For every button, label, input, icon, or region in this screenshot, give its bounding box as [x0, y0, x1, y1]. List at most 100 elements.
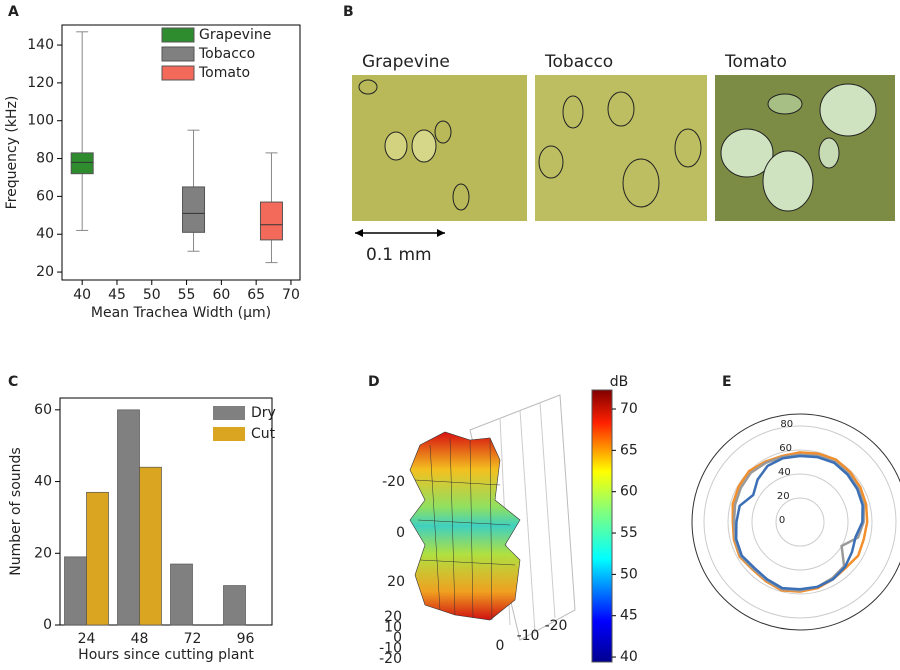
x-tick-label: 40: [73, 287, 91, 303]
trachea: [767, 93, 803, 115]
grid-circle: [703, 425, 897, 619]
axes-frame: [59, 397, 273, 626]
trachea: [818, 137, 840, 169]
colorbar-tick-label: 70: [620, 401, 638, 417]
legend-label: Tobacco: [198, 46, 255, 62]
r-tick-label: 60: [779, 443, 792, 454]
image-label: Grapevine: [362, 52, 450, 72]
micrographs: [352, 75, 895, 237]
colorbar-label: dB: [610, 374, 629, 390]
y-tick-label: 20: [34, 545, 52, 561]
x-tick-label: 10: [384, 620, 402, 636]
box: [70, 152, 94, 175]
legend-swatch: [161, 65, 195, 81]
y-tick-label: 100: [27, 113, 54, 129]
legend-label: Cut: [251, 426, 276, 442]
r-tick-label: 0: [779, 515, 785, 526]
x-tick-label: 0: [393, 630, 402, 646]
x-tick-label: 70: [282, 287, 300, 303]
x-tick-label: 48: [131, 631, 149, 647]
trachea: [762, 150, 814, 212]
r-tick-label: 40: [778, 467, 791, 478]
colorbar-tick-label: 60: [620, 484, 638, 500]
bar: [223, 585, 246, 626]
y-tick-label: 0: [43, 617, 52, 633]
x-tick-label: 50: [143, 287, 161, 303]
bar: [64, 556, 87, 626]
box: [259, 201, 283, 241]
y-tick-label: -20: [545, 618, 568, 634]
panel-label: A: [8, 4, 19, 20]
y-tick-label: 40: [34, 474, 52, 490]
r-tick-label: 20: [777, 491, 790, 502]
trachea: [720, 128, 774, 178]
surface: [409, 431, 521, 621]
legend-label: Grapevine: [199, 27, 271, 43]
surface-plot: [409, 394, 576, 641]
legend-label: Tomato: [198, 65, 250, 81]
polar-line: [734, 454, 864, 591]
y-tick-label: 60: [34, 402, 52, 418]
y-tick-label: 80: [36, 151, 54, 167]
box: [182, 186, 206, 233]
trachea: [384, 131, 408, 161]
y-tick-label: 120: [27, 75, 54, 91]
colorbar-tick-label: 50: [620, 566, 638, 582]
trachea: [819, 83, 877, 137]
x-tick-label: -10: [379, 641, 402, 657]
image-label: Tomato: [724, 52, 787, 72]
y-tick-label: 60: [36, 188, 54, 204]
grid-circle: [751, 473, 849, 571]
x-tick-label: 72: [184, 631, 202, 647]
bar: [170, 563, 193, 626]
x-tick-label: 20: [384, 609, 402, 625]
grid-circle: [775, 497, 825, 547]
x-tick-label: 45: [108, 287, 126, 303]
x-tick-label: 55: [178, 287, 196, 303]
trachea: [434, 120, 452, 144]
y-tick-label: -10: [517, 628, 540, 644]
bar: [86, 491, 109, 626]
colorbar-tick-label: 65: [620, 442, 638, 458]
x-tick-label: 65: [247, 287, 265, 303]
x-axis-label: Mean Trachea Width (μm): [91, 305, 271, 321]
y-axis-label: Frequency (kHz): [4, 96, 20, 210]
y-tick-label: 140: [27, 37, 54, 53]
trachea: [358, 79, 378, 95]
trachea: [607, 91, 635, 127]
colorbar-tick-label: 40: [620, 649, 638, 665]
z-tick-label: 20: [387, 574, 405, 590]
legend-swatch: [161, 27, 195, 43]
axes-frame: [61, 24, 301, 281]
y-tick-label: 40: [36, 226, 54, 242]
legend-swatch: [213, 406, 245, 420]
colorbar-tick-label: 55: [620, 525, 638, 541]
micrograph: [535, 75, 707, 221]
image-label: Tobacco: [544, 52, 613, 72]
x-tick-label: 96: [237, 631, 255, 647]
z-tick-label: 0: [396, 525, 405, 541]
micrograph: [352, 75, 527, 221]
grid-circle: [727, 449, 873, 595]
scale-label: 0.1 mm: [366, 245, 432, 265]
x-tick-label: -20: [379, 651, 402, 667]
panel-label: B: [343, 4, 354, 20]
panel-label: D: [368, 374, 380, 390]
x-axis-label: Hours since cutting plant: [78, 647, 254, 663]
panel-label: E: [722, 374, 732, 390]
trachea: [562, 95, 584, 129]
polar-frame: [691, 413, 900, 631]
trachea: [674, 128, 702, 168]
bar: [117, 409, 140, 626]
x-tick-label: 60: [212, 287, 230, 303]
legend-label: Dry: [251, 405, 276, 421]
colorbar-tick-label: 45: [620, 608, 638, 624]
x-tick-label: 24: [78, 631, 96, 647]
mesh: [414, 437, 516, 621]
y-tick-label: 0: [496, 638, 505, 654]
y-tick-label: 20: [36, 264, 54, 280]
legend-swatch: [213, 427, 245, 441]
z-tick-label: -20: [382, 474, 405, 490]
